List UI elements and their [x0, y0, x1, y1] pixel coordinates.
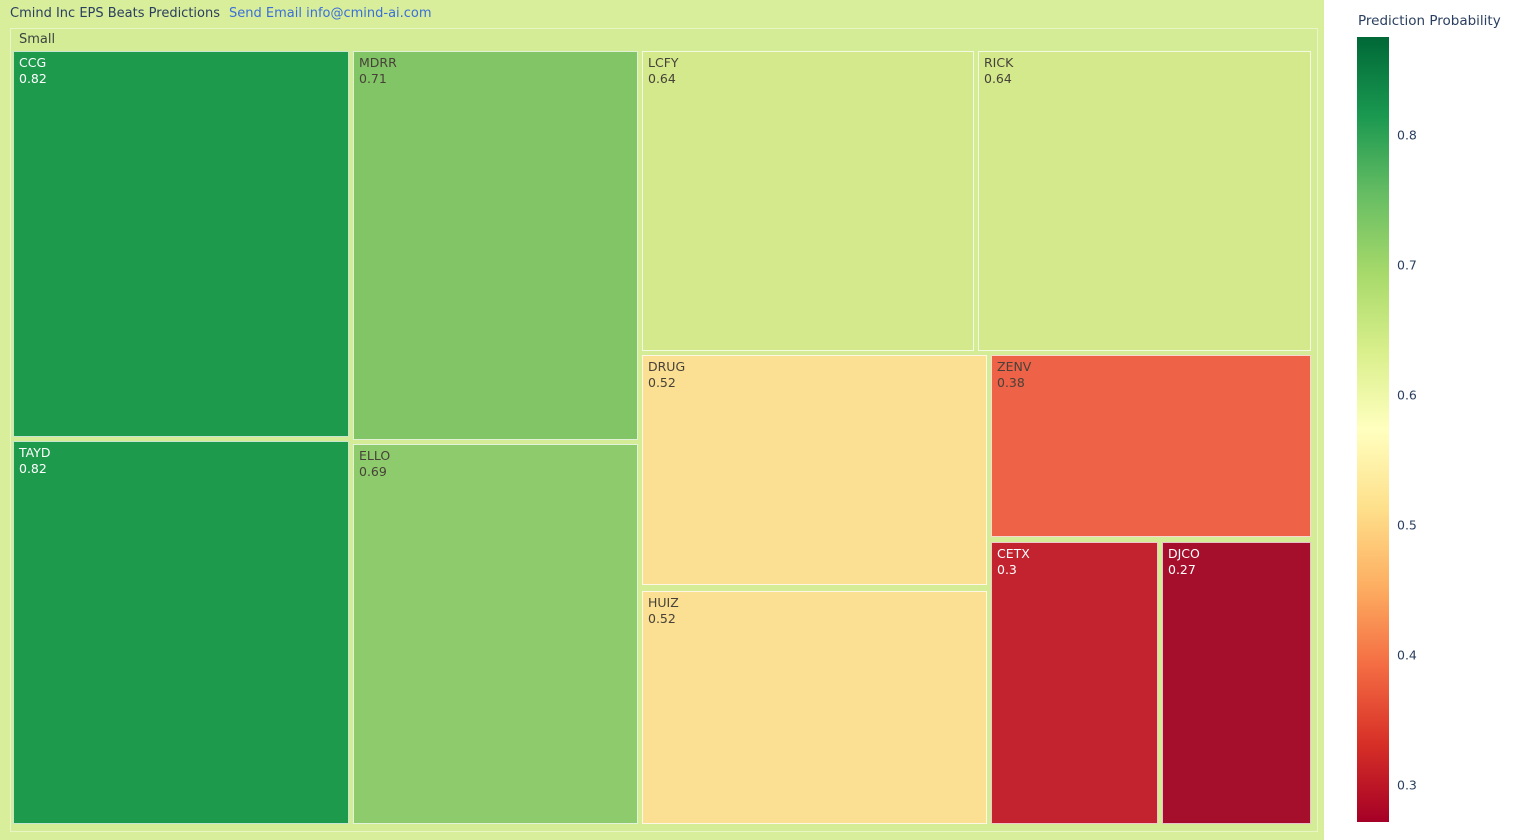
tile-ticker: RICK — [984, 55, 1014, 70]
tile-ticker: LCFY — [648, 55, 679, 70]
colorbar-tick-label: 0.8 — [1397, 127, 1417, 143]
colorbar-tick-label: 0.5 — [1397, 517, 1417, 533]
tile-value: 0.38 — [997, 375, 1025, 390]
tile-ticker: CCG — [19, 55, 47, 70]
tile-ticker: MDRR — [359, 55, 397, 70]
treemap-tile-djco[interactable]: DJCO 0.27 — [1162, 542, 1311, 824]
tile-value: 0.82 — [19, 461, 47, 476]
tile-ticker: TAYD — [19, 445, 51, 460]
treemap-tile-tayd[interactable]: TAYD 0.82 — [13, 441, 349, 824]
tile-value: 0.82 — [19, 71, 47, 86]
figure-title-text: Cmind Inc EPS Beats Predictions — [10, 6, 221, 21]
tile-ticker: CETX — [997, 546, 1030, 561]
tile-value: 0.64 — [984, 71, 1012, 86]
treemap-tile-lcfy[interactable]: LCFY 0.64 — [642, 51, 974, 351]
colorbar-gradient — [1357, 37, 1389, 822]
colorbar-ticks: 0.8 0.7 0.6 0.5 0.4 0.3 — [1397, 37, 1437, 822]
colorbar-tick-label: 0.4 — [1397, 647, 1417, 663]
treemap-tile-mdrr[interactable]: MDRR 0.71 — [353, 51, 638, 440]
colorbar-title: Prediction Probability — [1358, 13, 1501, 29]
tile-ticker: ZENV — [997, 359, 1032, 374]
treemap-tile-huiz[interactable]: HUIZ 0.52 — [642, 591, 987, 824]
treemap-tile-ccg[interactable]: CCG 0.82 — [13, 51, 349, 437]
colorbar-tick-label: 0.6 — [1397, 387, 1417, 403]
tile-ticker: DRUG — [648, 359, 686, 374]
tile-value: 0.64 — [648, 71, 676, 86]
tile-ticker: HUIZ — [648, 595, 679, 610]
tile-value: 0.27 — [1168, 562, 1196, 577]
treemap-tile-ello[interactable]: ELLO 0.69 — [353, 444, 638, 824]
tile-value: 0.52 — [648, 375, 676, 390]
treemap-tile-cetx[interactable]: CETX 0.3 — [991, 542, 1158, 824]
colorbar-tick-label: 0.3 — [1397, 777, 1417, 793]
treemap-tile-zenv[interactable]: ZENV 0.38 — [991, 355, 1311, 537]
treemap-tile-drug[interactable]: DRUG 0.52 — [642, 355, 987, 585]
colorbar-tick-label: 0.7 — [1397, 257, 1417, 273]
send-email-link[interactable]: Send Email info@cmind-ai.com — [229, 6, 432, 21]
tile-ticker: ELLO — [359, 448, 391, 463]
plot-canvas: Cmind Inc EPS Beats Predictions Send Emai… — [0, 0, 1324, 840]
figure-title: Cmind Inc EPS Beats Predictions Send Emai… — [10, 6, 432, 22]
treemap-root-sector: Small CCG 0.82 TAYD 0.82 MDRR 0.71 ELLO 0.69 LCF… — [10, 28, 1318, 832]
tile-value: 0.52 — [648, 611, 676, 626]
tile-value: 0.3 — [997, 562, 1017, 577]
tile-ticker: DJCO — [1168, 546, 1200, 561]
treemap-parent-label[interactable]: Small — [19, 32, 56, 47]
tile-value: 0.71 — [359, 71, 387, 86]
tile-value: 0.69 — [359, 464, 387, 479]
treemap-tile-rick[interactable]: RICK 0.64 — [978, 51, 1311, 351]
